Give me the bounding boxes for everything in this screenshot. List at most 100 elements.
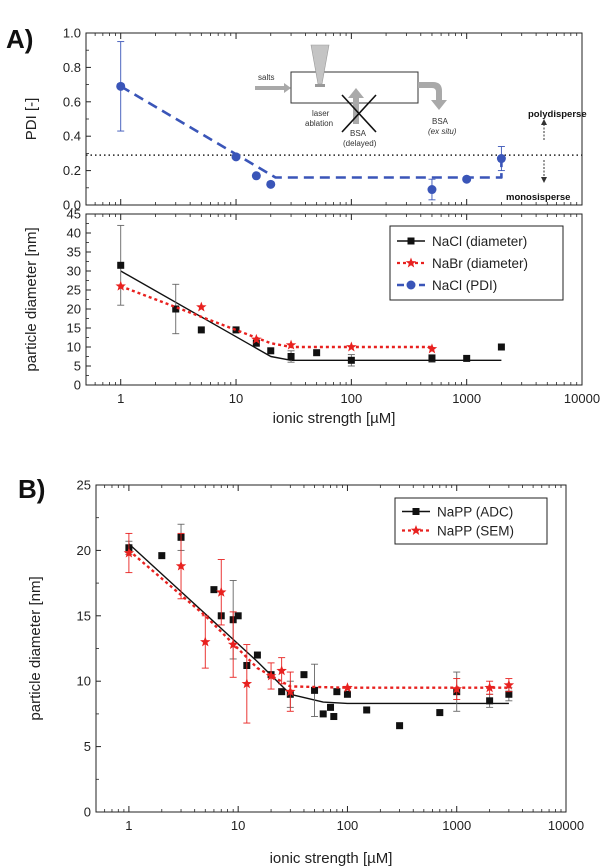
chart-A_top: 0.0 0.2 0.4 0.6 0.8 1.0 PDI [-] — [23, 26, 583, 213]
legend: NaPP (ADC) NaPP (SEM) — [394, 497, 548, 545]
laser-beam-icon — [310, 44, 330, 85]
data-point — [253, 651, 261, 659]
x-tick-label: 10000 — [548, 818, 584, 833]
data-point — [267, 347, 275, 355]
data-point — [200, 636, 211, 647]
data-point — [285, 686, 296, 697]
data-point — [115, 280, 126, 291]
data-point — [300, 671, 308, 679]
monosisperse-label: monosisperse — [506, 192, 570, 203]
fit-line — [120, 285, 432, 349]
x-tick-label: 10000 — [564, 391, 600, 406]
x-tick-label: 1000 — [442, 818, 471, 833]
data-point — [505, 690, 513, 698]
schematic-salts-label: salts — [258, 73, 274, 82]
y-tick-label: 25 — [67, 283, 81, 298]
data-point — [251, 171, 261, 181]
data-point — [462, 174, 472, 184]
y-tick-label: 0.2 — [63, 163, 81, 178]
series-NaPP (SEM) — [123, 532, 515, 724]
data-point — [451, 683, 462, 694]
x-axis-label: ionic strength [µM] — [270, 850, 393, 867]
x-tick-label: 1 — [125, 818, 132, 833]
plot-frame — [85, 32, 583, 206]
setup-schematic: salts laser ablation BSA (delayed) BSA (… — [255, 44, 457, 148]
salts-arrow-icon — [255, 83, 291, 93]
y-tick-label: 15 — [67, 321, 81, 336]
data-point — [287, 353, 295, 360]
y-tick-label: 10 — [77, 674, 91, 689]
laser-label: laser — [312, 109, 330, 118]
legend-box — [389, 225, 564, 301]
data-point — [175, 560, 187, 571]
x-tick-label: 100 — [341, 391, 363, 406]
y-tick-label: 10 — [67, 340, 81, 355]
fit-line — [128, 549, 509, 689]
y-tick-label: 0 — [74, 378, 81, 393]
data-point — [227, 639, 239, 650]
data-point — [347, 356, 355, 364]
data-point — [327, 703, 335, 711]
y-tick-label: 0.4 — [63, 129, 81, 144]
cross-line-2 — [341, 94, 377, 133]
bsa-delayed-label-1: BSA — [350, 129, 367, 138]
data-point — [276, 665, 287, 676]
legend-label: NaPP (SEM) — [437, 524, 514, 539]
x-tick-label: 10 — [231, 818, 245, 833]
chart-A_bottom: 0 5 10 15 20 25 30 35 40 45 1 10 100 1000 10000 particl… — [23, 207, 600, 428]
legend-marker — [407, 237, 415, 245]
data-point — [278, 688, 286, 696]
data-point — [503, 679, 515, 690]
data-point — [428, 354, 436, 362]
x-tick-label: 10 — [229, 391, 243, 406]
polydisperse-arrowhead — [541, 119, 547, 125]
data-point — [486, 697, 494, 705]
x-tick-label: 1 — [117, 391, 124, 406]
data-point — [463, 354, 471, 362]
y-tick-label: 0.6 — [63, 94, 81, 109]
ablation-label: ablation — [305, 119, 333, 128]
y-tick-label: 25 — [77, 478, 91, 493]
data-point — [330, 713, 338, 721]
series-NaBr (diameter) — [115, 280, 438, 354]
data-point — [116, 81, 126, 91]
data-point — [313, 349, 321, 357]
data-point — [241, 678, 253, 689]
data-point — [158, 552, 166, 560]
legend-label: NaCl (diameter) — [432, 234, 527, 249]
data-point — [496, 154, 506, 164]
legend-label: NaCl (PDI) — [432, 278, 497, 293]
data-point — [231, 152, 241, 162]
y-tick-label: 5 — [74, 359, 81, 374]
data-point — [196, 301, 207, 312]
fit-line — [128, 543, 509, 705]
data-point — [252, 339, 260, 347]
y-tick-label: 15 — [77, 608, 91, 623]
legend-label: NaPP (ADC) — [437, 505, 513, 520]
fit-line — [120, 85, 503, 179]
data-point — [123, 547, 135, 558]
data-point — [333, 688, 341, 696]
bsa-delayed-arrow-icon — [348, 88, 364, 124]
data-point — [265, 670, 277, 681]
data-point — [342, 682, 353, 693]
legend-marker — [406, 280, 416, 290]
x-tick-label: 100 — [337, 818, 359, 833]
data-point — [216, 586, 227, 597]
data-point — [210, 586, 218, 594]
y-tick-label: 0.0 — [63, 198, 81, 213]
data-point — [197, 326, 205, 334]
series-NaPP (ADC) — [125, 523, 513, 730]
y-tick-label: 30 — [67, 264, 81, 279]
data-point — [319, 710, 327, 718]
y-tick-label: 45 — [67, 207, 81, 222]
y-tick-label: 20 — [67, 302, 81, 317]
data-point — [266, 179, 276, 189]
bsa-exsitu-label-2: (ex situ) — [428, 127, 457, 136]
series-NaCl (PDI) — [116, 41, 506, 201]
legend-marker — [410, 525, 422, 535]
data-point — [497, 343, 505, 351]
x-axis-label: ionic strength [µM] — [273, 410, 396, 427]
